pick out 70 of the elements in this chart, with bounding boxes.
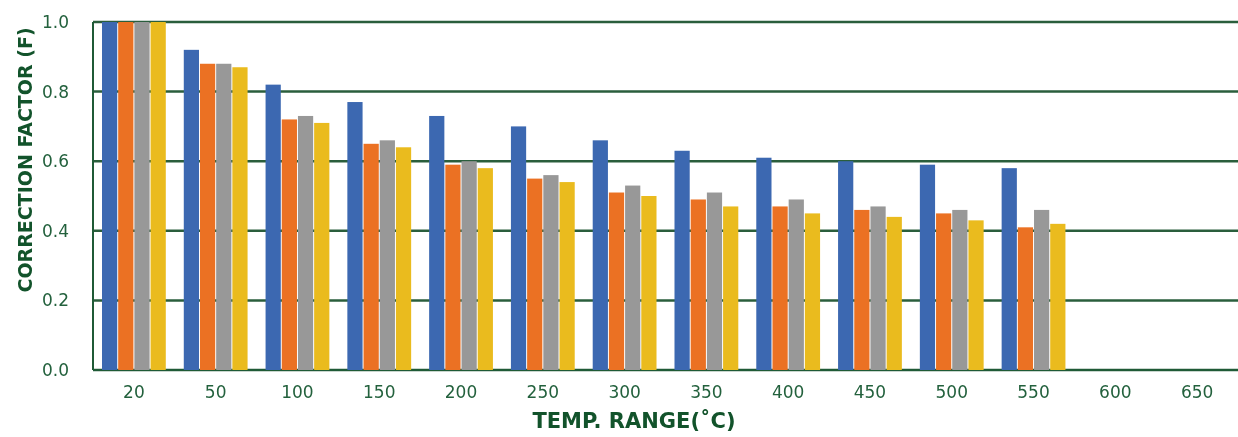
x-tick-label: 150 <box>363 382 396 402</box>
x-tick-label: 100 <box>281 382 314 402</box>
bar <box>723 206 739 370</box>
bar <box>134 22 150 370</box>
bar <box>232 67 248 370</box>
bar <box>314 122 330 370</box>
bar <box>625 185 641 370</box>
bar <box>674 150 690 370</box>
bar <box>379 140 395 370</box>
x-axis-title: TEMP. RANGE(˚C) <box>532 409 736 433</box>
bar <box>527 178 543 370</box>
bar <box>183 49 199 370</box>
x-tick-label: 300 <box>608 382 641 402</box>
bar <box>788 199 804 370</box>
y-axis-title: CORRECTION FACTOR (F) <box>14 27 36 293</box>
y-tick-label: 0.6 <box>41 151 69 172</box>
x-tick-label: 20 <box>123 382 145 402</box>
bar <box>1050 223 1066 370</box>
x-tick-label: 650 <box>1180 382 1214 402</box>
bar <box>150 22 166 370</box>
x-tick-label: 250 <box>526 382 560 402</box>
x-tick-label: 600 <box>1099 382 1132 402</box>
bar <box>297 115 314 370</box>
x-tick-label: 200 <box>444 382 478 402</box>
x-tick-label: 400 <box>771 382 805 402</box>
bar <box>347 102 363 370</box>
bar <box>756 157 772 370</box>
bar <box>919 164 936 370</box>
bar <box>886 216 902 370</box>
bar <box>592 140 608 370</box>
bar <box>281 119 297 370</box>
bar <box>559 182 575 370</box>
x-tick-label: 450 <box>853 382 887 402</box>
bar <box>102 22 118 370</box>
bar <box>870 206 886 370</box>
bar <box>395 147 412 370</box>
bar <box>265 84 281 370</box>
y-tick-label: 0.4 <box>41 220 69 241</box>
bar <box>936 213 952 370</box>
bar <box>1034 209 1050 370</box>
bar <box>968 220 984 370</box>
bar <box>477 168 493 370</box>
bar <box>1017 227 1034 370</box>
bar <box>772 206 788 370</box>
bar <box>510 126 527 370</box>
bar <box>216 63 232 370</box>
bar <box>838 161 854 370</box>
bar <box>363 143 379 370</box>
x-tick-label: 50 <box>204 382 227 402</box>
y-tick-label: 0.0 <box>41 360 69 380</box>
bar <box>641 196 657 370</box>
y-tick-label: 1.0 <box>41 12 69 32</box>
x-tick-label: 350 <box>690 382 723 402</box>
bar <box>429 115 445 370</box>
x-tick-label: 500 <box>935 382 968 402</box>
x-tick-label: 550 <box>1017 382 1050 402</box>
bar <box>952 209 968 370</box>
bar <box>804 213 821 370</box>
bar <box>690 199 706 370</box>
bar <box>118 22 134 370</box>
bar <box>854 209 870 370</box>
bar <box>608 192 625 370</box>
bar <box>199 63 216 370</box>
y-tick-label: 0.2 <box>41 290 69 311</box>
y-tick-label: 0.8 <box>41 81 69 102</box>
bar <box>445 164 461 370</box>
bar <box>543 175 559 370</box>
bar <box>461 161 477 370</box>
bar <box>706 192 723 370</box>
bar <box>1001 168 1017 370</box>
